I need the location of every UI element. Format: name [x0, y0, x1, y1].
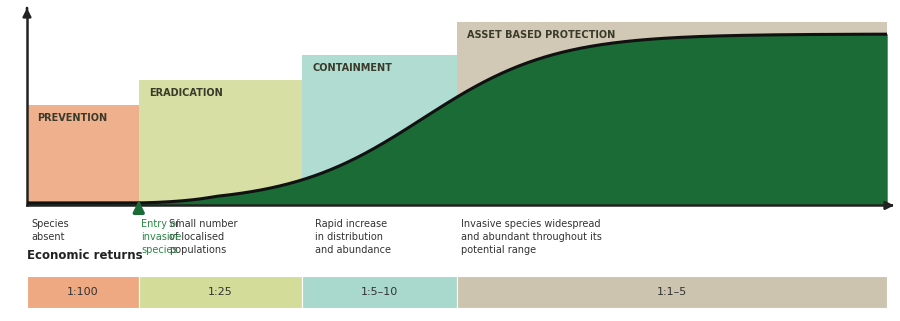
Text: ERADICATION: ERADICATION [149, 88, 223, 98]
Text: Rapid increase
in distribution
and abundance: Rapid increase in distribution and abund… [315, 219, 391, 255]
Text: 1:100: 1:100 [68, 287, 99, 297]
Bar [302, 55, 456, 205]
Text: Small number
of localised
populations: Small number of localised populations [169, 219, 238, 255]
Text: Invasive species widespread
and abundant throughout its
potential range: Invasive species widespread and abundant… [461, 219, 602, 255]
Text: Species
absent: Species absent [32, 219, 69, 242]
Text: 1:1–5: 1:1–5 [656, 287, 687, 297]
Bar [27, 276, 139, 308]
Text: PREVENTION: PREVENTION [37, 113, 107, 123]
Text: Entry of
invasive
species: Entry of invasive species [141, 219, 182, 255]
Text: ASSET BASED PROTECTION: ASSET BASED PROTECTION [467, 30, 616, 40]
Bar [27, 105, 139, 205]
Text: 1:25: 1:25 [208, 287, 233, 297]
Text: Economic returns: Economic returns [27, 249, 142, 262]
Bar [456, 22, 886, 205]
Text: CONTAINMENT: CONTAINMENT [312, 63, 392, 73]
Bar [139, 276, 302, 308]
Bar [139, 80, 302, 205]
Bar [456, 276, 886, 308]
Text: 1:5–10: 1:5–10 [361, 287, 398, 297]
Bar [302, 276, 456, 308]
